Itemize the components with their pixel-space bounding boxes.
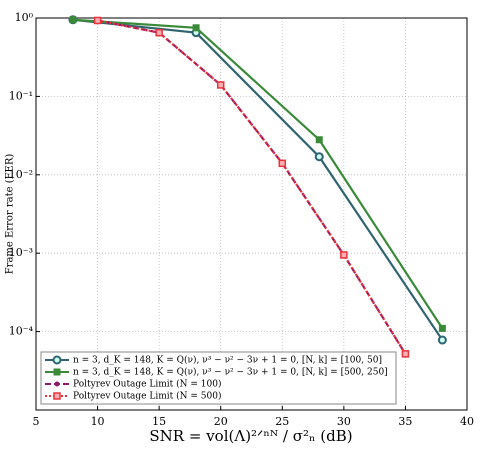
marker bbox=[53, 368, 61, 376]
y-tick-label: 10⁻¹ bbox=[9, 89, 33, 102]
legend-box bbox=[40, 351, 397, 405]
legend-label: Poltyrev Outage Limit (N = 100) bbox=[73, 379, 221, 390]
x-tick-label: 30 bbox=[337, 415, 351, 428]
y-tick-label: 10⁻⁴ bbox=[9, 325, 34, 338]
legend-label: n = 3, d_K = 148, K = Q(ν), ν³ − ν² − 3ν… bbox=[73, 355, 382, 366]
x-tick-label: 5 bbox=[33, 415, 40, 428]
marker bbox=[438, 324, 446, 332]
marker bbox=[69, 16, 77, 24]
x-tick-label: 35 bbox=[398, 415, 412, 428]
x-tick-label: 15 bbox=[152, 415, 166, 428]
y-axis-label: Frame Error rate (FER) bbox=[5, 154, 16, 275]
marker bbox=[53, 392, 61, 400]
y-tick-label: 10⁻³ bbox=[9, 246, 33, 259]
marker bbox=[216, 81, 225, 89]
x-tick-label: 10 bbox=[91, 415, 105, 428]
marker bbox=[315, 136, 323, 144]
series-line bbox=[72, 18, 444, 329]
series-line bbox=[72, 18, 444, 341]
marker bbox=[93, 16, 102, 25]
x-tick-label: 40 bbox=[460, 415, 474, 428]
x-axis-label: SNR = vol(Λ)²ᐟⁿᴺ / σ²ₙ (dB) bbox=[149, 427, 352, 445]
y-tick-label: 10⁻² bbox=[9, 168, 33, 181]
y-tick-label: 10⁰ bbox=[15, 11, 34, 24]
marker bbox=[401, 350, 410, 358]
marker bbox=[314, 152, 324, 162]
marker bbox=[437, 335, 447, 345]
x-tick-label: 20 bbox=[214, 415, 228, 428]
series-line bbox=[97, 19, 407, 355]
plot-frame bbox=[35, 17, 468, 411]
marker bbox=[52, 355, 62, 365]
marker bbox=[54, 381, 60, 387]
legend-label: n = 3, d_K = 148, K = Q(ν), ν³ − ν² − 3ν… bbox=[73, 367, 388, 378]
marker bbox=[192, 24, 200, 32]
marker bbox=[340, 251, 348, 259]
marker bbox=[155, 28, 163, 37]
series-line bbox=[97, 19, 407, 355]
marker bbox=[278, 159, 287, 168]
x-tick-label: 25 bbox=[275, 415, 289, 428]
legend-label: Poltyrev Outage Limit (N = 500) bbox=[73, 391, 221, 402]
